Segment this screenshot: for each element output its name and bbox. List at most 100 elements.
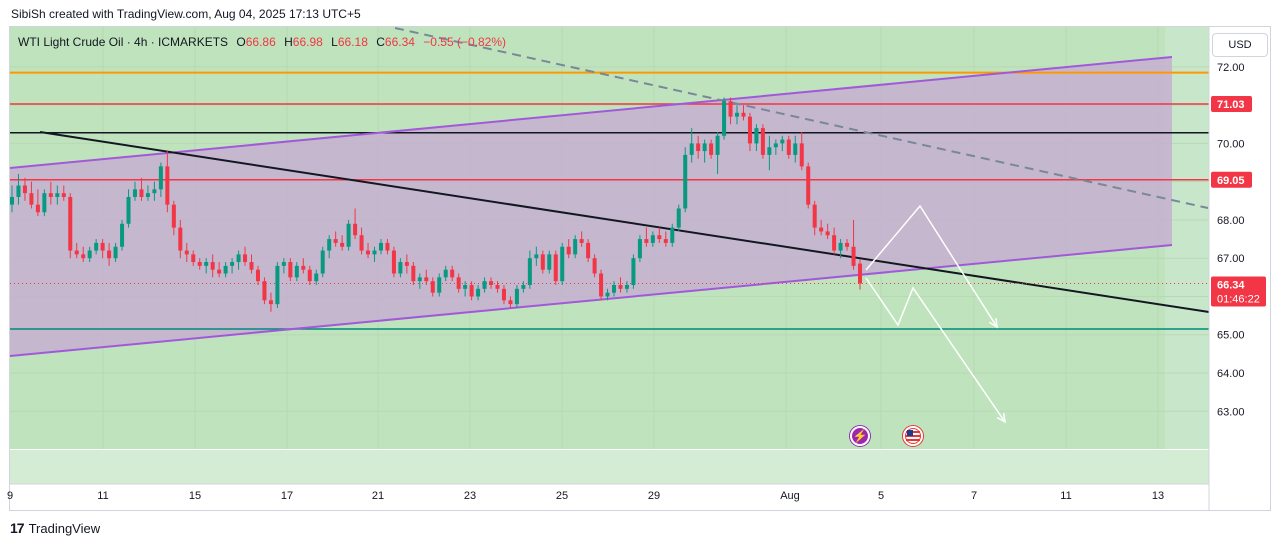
- lightning-icon[interactable]: ⚡: [850, 426, 870, 446]
- candle-body[interactable]: [644, 239, 649, 243]
- candle-body[interactable]: [735, 112, 740, 117]
- candle-body[interactable]: [68, 196, 73, 251]
- us-flag-icon[interactable]: [903, 426, 923, 446]
- candle-body[interactable]: [489, 281, 494, 285]
- candle-body[interactable]: [741, 112, 746, 117]
- candle-body[interactable]: [663, 239, 668, 243]
- candle-body[interactable]: [521, 284, 526, 289]
- candle-body[interactable]: [281, 262, 286, 266]
- candle-body[interactable]: [650, 235, 655, 243]
- candle-body[interactable]: [294, 265, 299, 278]
- candle-body[interactable]: [353, 223, 358, 236]
- candle-body[interactable]: [158, 166, 163, 190]
- candle-body[interactable]: [255, 269, 260, 282]
- candle-body[interactable]: [728, 101, 733, 117]
- candle-body[interactable]: [210, 262, 215, 270]
- candle-body[interactable]: [722, 101, 727, 136]
- candle-body[interactable]: [780, 139, 785, 144]
- candle-body[interactable]: [61, 193, 66, 197]
- candle-body[interactable]: [767, 147, 772, 155]
- candle-body[interactable]: [314, 273, 319, 282]
- candle-body[interactable]: [754, 128, 759, 144]
- candle-body[interactable]: [217, 269, 222, 274]
- candle-body[interactable]: [573, 239, 578, 255]
- candle-body[interactable]: [152, 189, 157, 194]
- candle-body[interactable]: [476, 288, 481, 297]
- candle-body[interactable]: [29, 193, 34, 205]
- candle-body[interactable]: [463, 284, 468, 289]
- candle-body[interactable]: [346, 223, 351, 247]
- candle-body[interactable]: [709, 143, 714, 155]
- candle-body[interactable]: [107, 250, 112, 259]
- candle-body[interactable]: [126, 196, 131, 224]
- candle-body[interactable]: [812, 204, 817, 228]
- candle-body[interactable]: [223, 265, 228, 274]
- candle-body[interactable]: [391, 250, 396, 274]
- candle-body[interactable]: [42, 193, 47, 213]
- candle-body[interactable]: [333, 239, 338, 243]
- candle-body[interactable]: [404, 262, 409, 266]
- candle-body[interactable]: [676, 208, 681, 228]
- channel-lower-line[interactable]: [9, 244, 1173, 357]
- candle-body[interactable]: [469, 284, 474, 297]
- candle-body[interactable]: [385, 242, 390, 251]
- candle-body[interactable]: [48, 193, 53, 197]
- candle-body[interactable]: [702, 143, 707, 152]
- candle-body[interactable]: [819, 227, 824, 232]
- candle-body[interactable]: [786, 139, 791, 155]
- candle-body[interactable]: [696, 143, 701, 152]
- candle-body[interactable]: [372, 250, 377, 255]
- candle-body[interactable]: [16, 185, 21, 197]
- candle-body[interactable]: [275, 265, 280, 305]
- candle-body[interactable]: [94, 242, 99, 251]
- candle-body[interactable]: [456, 277, 461, 289]
- candle-body[interactable]: [100, 242, 105, 251]
- projection-path-1[interactable]: [865, 204, 998, 328]
- candle-body[interactable]: [851, 246, 856, 266]
- candle-body[interactable]: [450, 269, 455, 278]
- candle-body[interactable]: [825, 231, 830, 236]
- candle-body[interactable]: [540, 254, 545, 270]
- candle-body[interactable]: [301, 265, 306, 270]
- candle-body[interactable]: [605, 292, 610, 297]
- candle-body[interactable]: [74, 250, 79, 255]
- dashed-trend-line[interactable]: [394, 27, 1209, 209]
- candle-body[interactable]: [857, 263, 863, 284]
- candle-body[interactable]: [495, 284, 500, 289]
- candle-body[interactable]: [424, 277, 429, 282]
- candle-body[interactable]: [184, 250, 189, 255]
- candle-body[interactable]: [553, 254, 558, 282]
- candle-body[interactable]: [560, 246, 565, 282]
- candle-body[interactable]: [799, 143, 804, 167]
- candle-body[interactable]: [417, 277, 422, 282]
- candle-body[interactable]: [262, 281, 267, 301]
- channel-upper-line[interactable]: [9, 56, 1173, 169]
- candle-body[interactable]: [430, 281, 435, 293]
- candle-body[interactable]: [773, 143, 778, 148]
- candle-body[interactable]: [579, 239, 584, 243]
- candle-body[interactable]: [288, 262, 293, 278]
- candle-body[interactable]: [618, 284, 623, 289]
- candle-body[interactable]: [637, 239, 642, 259]
- candle-body[interactable]: [132, 189, 137, 197]
- currency-selector[interactable]: USD: [1212, 33, 1268, 57]
- candle-body[interactable]: [378, 242, 383, 251]
- candle-body[interactable]: [197, 262, 202, 266]
- candle-body[interactable]: [806, 166, 811, 205]
- black-trend-line[interactable]: [39, 131, 1210, 313]
- candle-body[interactable]: [35, 204, 40, 213]
- candle-body[interactable]: [230, 262, 235, 266]
- candle-body[interactable]: [832, 235, 837, 251]
- candle-body[interactable]: [87, 250, 92, 259]
- candle-body[interactable]: [586, 242, 591, 259]
- candle-body[interactable]: [327, 239, 332, 251]
- candle-body[interactable]: [845, 242, 850, 247]
- candle-body[interactable]: [139, 189, 144, 197]
- candle-body[interactable]: [113, 246, 118, 259]
- candle-body[interactable]: [793, 143, 798, 155]
- candle-body[interactable]: [760, 128, 765, 155]
- candle-body[interactable]: [715, 135, 720, 155]
- candle-body[interactable]: [437, 277, 442, 293]
- candle-body[interactable]: [366, 250, 371, 255]
